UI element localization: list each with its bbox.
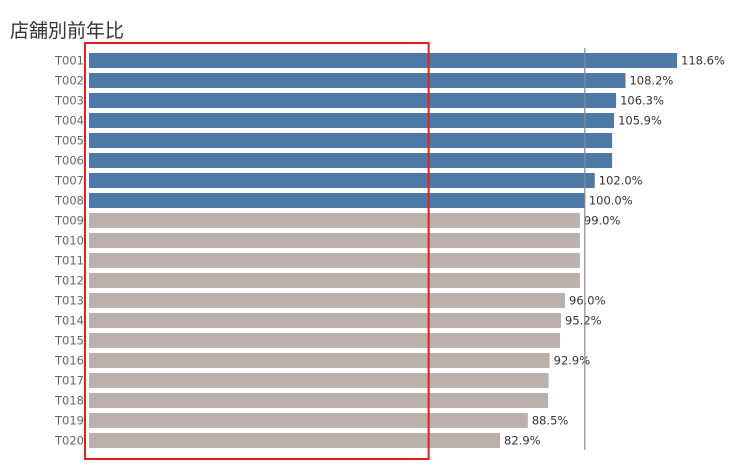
tick-label-t004: T004 xyxy=(54,114,84,128)
bar-t005 xyxy=(89,133,613,148)
tick-label-t017: T017 xyxy=(54,374,84,388)
data-label-t001: 118.6% xyxy=(681,54,725,68)
bar-t002 xyxy=(89,73,626,88)
tick-label-t015: T015 xyxy=(54,334,84,348)
highlight-box xyxy=(84,42,430,460)
tick-label-t020: T020 xyxy=(54,434,84,448)
data-label-t007: 102.0% xyxy=(599,174,643,188)
tick-label-t006: T006 xyxy=(54,154,84,168)
tick-label-t018: T018 xyxy=(54,394,84,408)
bars xyxy=(89,53,678,448)
data-label-t008: 100.0% xyxy=(589,194,633,208)
tick-label-t002: T002 xyxy=(54,74,84,88)
bar-t015 xyxy=(89,333,561,348)
tick-label-t007: T007 xyxy=(54,174,84,188)
category-axis: T001 T002 T003 T004 T005 T006 T007 T008 T009 T010… xyxy=(54,54,84,448)
tick-label-t012: T012 xyxy=(54,274,84,288)
data-label-t002: 108.2% xyxy=(629,74,673,88)
bar-t013 xyxy=(89,293,565,308)
data-label-t009: 99.0% xyxy=(584,214,621,228)
bar-t001 xyxy=(89,53,678,68)
bar-t019 xyxy=(89,413,528,428)
bar-t007 xyxy=(89,173,595,188)
bar-t009 xyxy=(89,213,580,228)
chart-title: 店舗別前年比 xyxy=(10,20,125,42)
data-labels: 118.6% 108.2% 106.3% 105.9% 102.0% 100.0% 99.0… xyxy=(504,54,725,448)
data-label-t019: 88.5% xyxy=(532,414,569,428)
data-label-t014: 95.2% xyxy=(565,314,602,328)
tick-label-t016: T016 xyxy=(54,354,84,368)
overlays xyxy=(84,42,586,460)
bar-t016 xyxy=(89,353,550,368)
tick-label-t003: T003 xyxy=(54,94,84,108)
data-label-t003: 106.3% xyxy=(620,94,664,108)
tick-label-t019: T019 xyxy=(54,414,84,428)
tick-label-t013: T013 xyxy=(54,294,84,308)
bar-t014 xyxy=(89,313,562,328)
tick-label-t011: T011 xyxy=(54,254,84,268)
bar-t020 xyxy=(89,433,501,448)
bar-t011 xyxy=(89,253,580,268)
data-label-t020: 82.9% xyxy=(504,434,541,448)
tick-label-t010: T010 xyxy=(54,234,84,248)
tick-label-t001: T001 xyxy=(54,54,84,68)
data-label-t004: 105.9% xyxy=(618,114,662,128)
bar-t012 xyxy=(89,273,580,288)
data-label-t013: 96.0% xyxy=(569,294,606,308)
bar-t003 xyxy=(89,93,617,108)
tick-label-t009: T009 xyxy=(54,214,84,228)
data-label-t016: 92.9% xyxy=(554,354,591,368)
bar-t017 xyxy=(89,373,549,388)
bar-t004 xyxy=(89,113,615,128)
bar-t018 xyxy=(89,393,549,408)
bar-t006 xyxy=(89,153,613,168)
tick-label-t014: T014 xyxy=(54,314,84,328)
bar-t008 xyxy=(89,193,585,208)
bar-t010 xyxy=(89,233,580,248)
tick-label-t008: T008 xyxy=(54,194,84,208)
tick-label-t005: T005 xyxy=(54,134,84,148)
